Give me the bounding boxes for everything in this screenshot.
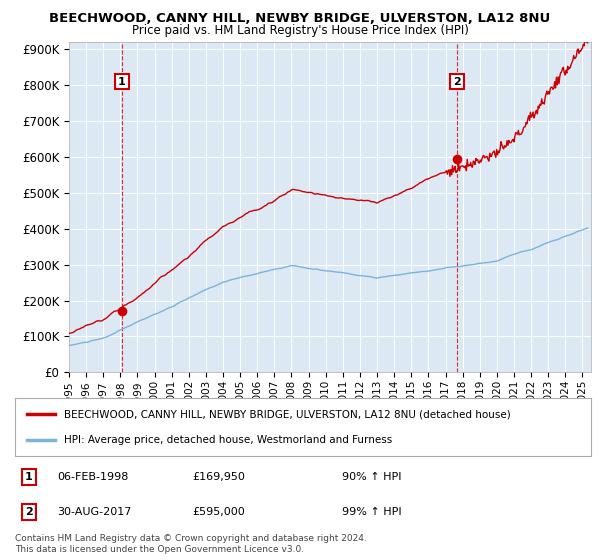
Text: 06-FEB-1998: 06-FEB-1998 <box>57 472 128 482</box>
Text: 2: 2 <box>453 77 461 86</box>
Text: Contains HM Land Registry data © Crown copyright and database right 2024.: Contains HM Land Registry data © Crown c… <box>15 534 367 543</box>
Text: 30-AUG-2017: 30-AUG-2017 <box>57 507 131 517</box>
Text: 1: 1 <box>25 472 32 482</box>
Text: BEECHWOOD, CANNY HILL, NEWBY BRIDGE, ULVERSTON, LA12 8NU (detached house): BEECHWOOD, CANNY HILL, NEWBY BRIDGE, ULV… <box>64 409 511 419</box>
Text: HPI: Average price, detached house, Westmorland and Furness: HPI: Average price, detached house, West… <box>64 435 392 445</box>
Text: £595,000: £595,000 <box>192 507 245 517</box>
Text: 1: 1 <box>118 77 126 86</box>
Text: 2: 2 <box>25 507 32 517</box>
Text: Price paid vs. HM Land Registry's House Price Index (HPI): Price paid vs. HM Land Registry's House … <box>131 24 469 36</box>
Text: 99% ↑ HPI: 99% ↑ HPI <box>342 507 401 517</box>
Text: BEECHWOOD, CANNY HILL, NEWBY BRIDGE, ULVERSTON, LA12 8NU: BEECHWOOD, CANNY HILL, NEWBY BRIDGE, ULV… <box>49 12 551 25</box>
Text: This data is licensed under the Open Government Licence v3.0.: This data is licensed under the Open Gov… <box>15 545 304 554</box>
Text: £169,950: £169,950 <box>192 472 245 482</box>
Text: 90% ↑ HPI: 90% ↑ HPI <box>342 472 401 482</box>
